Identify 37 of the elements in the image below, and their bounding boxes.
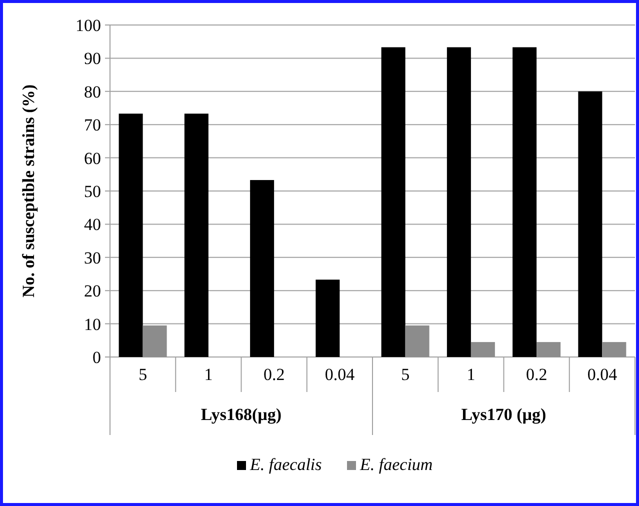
bar bbox=[142, 325, 167, 357]
text: Lys168(µg) bbox=[200, 405, 282, 424]
x-tick-label: 1 bbox=[466, 365, 476, 384]
y-axis-title: No. of susceptible strains (%) bbox=[19, 84, 38, 298]
legend-label: E. faecalis bbox=[249, 455, 322, 474]
x-tick-label: 0.2 bbox=[526, 365, 548, 384]
bar bbox=[405, 325, 430, 357]
y-tick-label: 40 bbox=[84, 215, 101, 234]
y-tick-label: 70 bbox=[84, 116, 101, 135]
x-tick-label: 5 bbox=[401, 365, 410, 384]
y-tick-label: 0 bbox=[92, 348, 101, 367]
x-tick-label: 0.04 bbox=[587, 365, 618, 384]
x-tick-label: 0.2 bbox=[263, 365, 285, 384]
y-tick-label: 60 bbox=[84, 148, 101, 168]
x-tick-label: 5 bbox=[138, 365, 148, 384]
x-tick-label: 1 bbox=[204, 365, 213, 384]
bar bbox=[470, 342, 495, 357]
bar bbox=[118, 114, 143, 357]
y-tick-label: 90 bbox=[84, 49, 101, 68]
bar bbox=[250, 180, 274, 357]
y-tick-label: 50 bbox=[84, 182, 101, 201]
text: Lys170 (µg) bbox=[461, 405, 546, 424]
bar bbox=[536, 342, 561, 357]
y-tick-label: 20 bbox=[84, 282, 101, 301]
bar bbox=[316, 280, 340, 357]
bar bbox=[446, 47, 471, 357]
legend-label: E. faecium bbox=[359, 455, 433, 474]
x-tick-label: 0.04 bbox=[324, 365, 356, 384]
y-tick-label: 80 bbox=[84, 82, 101, 102]
bar bbox=[184, 114, 208, 357]
y-tick-label: 10 bbox=[84, 314, 101, 334]
y-tick-label: 30 bbox=[84, 248, 101, 268]
bar bbox=[381, 47, 406, 357]
y-tick-label: 100 bbox=[76, 16, 101, 35]
bar bbox=[512, 47, 537, 357]
bar bbox=[602, 342, 626, 357]
bar bbox=[578, 91, 602, 357]
